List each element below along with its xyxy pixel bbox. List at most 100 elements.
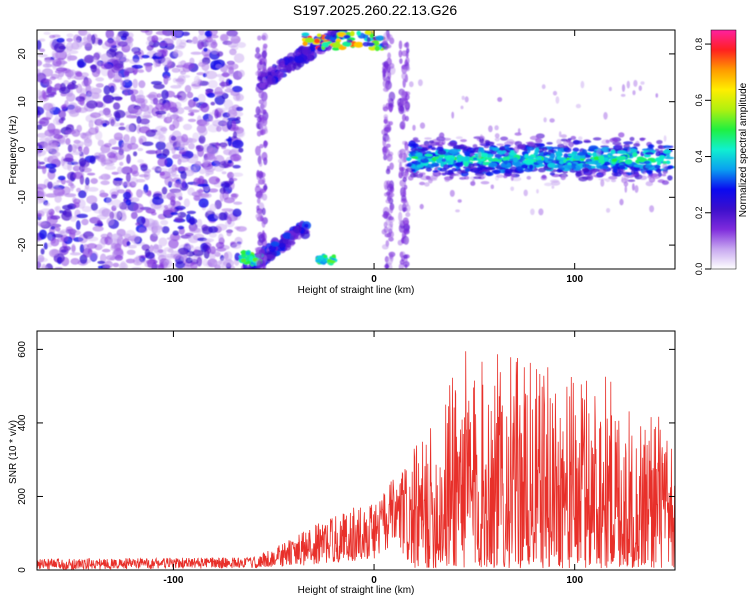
heatmap-cell xyxy=(71,243,76,254)
heatmap-cell xyxy=(210,34,219,39)
heatmap-cell xyxy=(642,148,650,151)
heatmap-cell xyxy=(623,143,630,149)
heatmap-cell xyxy=(142,115,153,119)
heatmap-cell xyxy=(95,59,101,70)
heatmap-cell xyxy=(145,62,153,73)
heatmap-cell xyxy=(387,97,392,103)
heatmap-cell xyxy=(57,175,66,181)
heatmap-cell xyxy=(187,187,195,196)
heatmap-cell xyxy=(404,103,410,109)
heatmap-cell xyxy=(485,172,494,176)
heatmap-cell xyxy=(119,161,124,166)
heatmap-cell xyxy=(474,172,485,176)
heatmap-cell xyxy=(187,118,197,123)
heatmap-cell xyxy=(573,155,582,160)
heatmap-cell xyxy=(343,34,351,39)
heatmap-cell xyxy=(293,234,299,240)
heatmap-cell xyxy=(513,157,518,163)
heatmap-cell xyxy=(556,168,563,173)
heatmap-cell xyxy=(535,147,539,153)
chart-title: S197.2025.260.22.13.G26 xyxy=(293,2,457,18)
heatmap-cell xyxy=(655,157,664,163)
heatmap-cell xyxy=(96,214,108,220)
heatmap-cell xyxy=(215,223,228,231)
heatmap-cell xyxy=(460,139,467,143)
heatmap-cell xyxy=(113,109,126,119)
heatmap-cell xyxy=(414,161,421,165)
heatmap-cell xyxy=(259,188,266,194)
heatmap-cell xyxy=(157,168,169,172)
heatmap-cell xyxy=(94,126,99,134)
heatmap-cell xyxy=(418,171,422,178)
heatmap-cell xyxy=(47,181,53,189)
heatmap-cell xyxy=(401,195,407,202)
heatmap-cell xyxy=(346,39,353,43)
heatmap-cell xyxy=(230,153,242,162)
heatmap-cell xyxy=(478,151,482,159)
heatmap-cell xyxy=(473,157,478,161)
heatmap-cell xyxy=(627,179,636,182)
heatmap-cell xyxy=(196,218,203,228)
heatmap-cell xyxy=(42,165,47,174)
heatmap-cell xyxy=(256,205,260,211)
heatmap-cell xyxy=(104,165,117,170)
heatmap-cell xyxy=(227,136,232,147)
heatmap-cell xyxy=(133,51,142,56)
heatmap-cell xyxy=(208,112,213,120)
heatmap-cell xyxy=(570,135,577,140)
heatmap-cell xyxy=(255,145,261,156)
heatmap-cell xyxy=(133,106,143,116)
heatmap-cell xyxy=(547,162,556,168)
heatmap-cell xyxy=(401,72,408,80)
y-tick-label: 10 xyxy=(17,96,28,108)
heatmap-cell xyxy=(302,49,311,54)
heatmap-cell xyxy=(106,217,115,226)
heatmap-cell xyxy=(256,198,261,204)
heatmap-cell xyxy=(412,137,419,141)
heatmap-cell xyxy=(560,134,567,139)
heatmap-cell xyxy=(504,152,510,156)
heatmap-cell xyxy=(41,116,52,121)
heatmap-cell xyxy=(578,136,583,141)
heatmap-cell xyxy=(600,179,605,187)
heatmap-cell xyxy=(214,213,220,219)
heatmap-cell xyxy=(286,241,296,245)
heatmap-cell xyxy=(480,152,489,158)
heatmap-cell xyxy=(402,78,406,88)
heatmap-cell xyxy=(525,141,534,145)
x-tick-label: -100 xyxy=(163,274,183,285)
heatmap-cell xyxy=(37,212,43,217)
heatmap-cell xyxy=(598,155,605,161)
heatmap-cell xyxy=(104,260,114,269)
heatmap-cell xyxy=(405,212,411,218)
heatmap-cell xyxy=(514,132,522,136)
heatmap-cell xyxy=(263,140,268,149)
heatmap-cell xyxy=(231,120,237,130)
heatmap-cell xyxy=(663,149,671,154)
heatmap-cell xyxy=(155,141,166,151)
heatmap-cell xyxy=(662,169,668,174)
heatmap-cell xyxy=(54,194,62,203)
heatmap-cell xyxy=(386,136,391,143)
heatmap-cell xyxy=(50,91,57,96)
heatmap-cell xyxy=(130,197,140,203)
heatmap-cell xyxy=(618,132,625,138)
heatmap-cell xyxy=(506,162,512,168)
heatmap-cell xyxy=(157,249,164,254)
heatmap-cell xyxy=(104,112,113,118)
heatmap-cell xyxy=(538,208,544,216)
heatmap-cell xyxy=(578,176,588,182)
heatmap-cell xyxy=(111,171,119,175)
heatmap-cell xyxy=(169,114,180,120)
heatmap-cell xyxy=(259,144,264,149)
heatmap-cell xyxy=(176,77,185,87)
heatmap-cell xyxy=(196,256,203,267)
heatmap-cell xyxy=(155,110,167,115)
heatmap-cell xyxy=(549,118,555,123)
heatmap-cell xyxy=(529,135,540,141)
heatmap-cell xyxy=(424,182,430,187)
heatmap-cell xyxy=(559,160,564,165)
heatmap-cell xyxy=(547,149,556,152)
heatmap-cell xyxy=(412,143,419,149)
heatmap-cell xyxy=(263,98,267,108)
